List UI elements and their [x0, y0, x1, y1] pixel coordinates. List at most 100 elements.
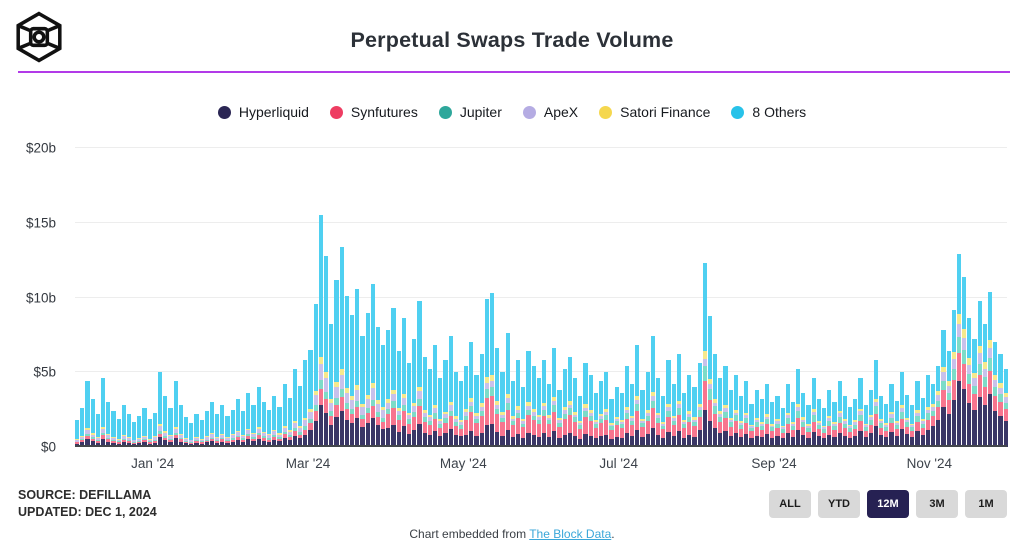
bar-stack[interactable]	[707, 148, 713, 447]
bar-stack[interactable]	[308, 148, 313, 447]
bar-stack[interactable]	[822, 148, 827, 447]
bar-stack[interactable]	[624, 148, 630, 447]
bar-stack[interactable]	[464, 148, 469, 447]
bar-stack[interactable]	[749, 148, 754, 447]
bar-stack[interactable]	[1003, 148, 1008, 447]
bar-stack[interactable]	[661, 148, 666, 447]
bar-stack[interactable]	[412, 148, 417, 447]
bar-stack[interactable]	[318, 148, 323, 447]
bar-stack[interactable]	[920, 148, 925, 447]
bar-stack[interactable]	[132, 148, 137, 447]
bar-stack[interactable]	[215, 148, 220, 447]
range-button-1m[interactable]: 1M	[965, 490, 1007, 518]
bar-stack[interactable]	[85, 148, 90, 447]
bar-stack[interactable]	[432, 148, 438, 447]
bar-stack[interactable]	[666, 148, 671, 447]
bar-stack[interactable]	[770, 148, 775, 447]
bar-stack[interactable]	[515, 148, 521, 447]
bar-stack[interactable]	[541, 148, 547, 447]
range-button-ytd[interactable]: YTD	[818, 490, 860, 518]
bar-stack[interactable]	[842, 148, 847, 447]
bar-stack[interactable]	[495, 148, 500, 447]
bar-stack[interactable]	[80, 148, 85, 447]
legend-item-jupiter[interactable]: Jupiter	[438, 104, 502, 120]
bar-stack[interactable]	[111, 148, 116, 447]
bar-stack[interactable]	[375, 148, 381, 447]
bar-stack[interactable]	[407, 148, 412, 447]
bar-stack[interactable]	[438, 148, 443, 447]
bar-stack[interactable]	[370, 148, 375, 447]
bar-stack[interactable]	[614, 148, 619, 447]
bar-stack[interactable]	[583, 148, 588, 447]
bar-stack[interactable]	[733, 148, 738, 447]
bar-stack[interactable]	[739, 148, 744, 447]
bar-stack[interactable]	[972, 148, 977, 447]
range-button-12m[interactable]: 12M	[867, 490, 909, 518]
bar-stack[interactable]	[759, 148, 764, 447]
bar-stack[interactable]	[126, 148, 132, 447]
bar-stack[interactable]	[474, 148, 479, 447]
bar-stack[interactable]	[806, 148, 811, 447]
bar-stack[interactable]	[780, 148, 785, 447]
bar-stack[interactable]	[183, 148, 189, 447]
bar-stack[interactable]	[562, 148, 567, 447]
bar-stack[interactable]	[687, 148, 692, 447]
range-button-all[interactable]: ALL	[769, 490, 811, 518]
bar-stack[interactable]	[671, 148, 676, 447]
bar-stack[interactable]	[178, 148, 183, 447]
bar-stack[interactable]	[547, 148, 552, 447]
bar-stack[interactable]	[936, 148, 941, 447]
bar-stack[interactable]	[676, 148, 681, 447]
bar-stack[interactable]	[401, 148, 406, 447]
bar-stack[interactable]	[90, 148, 95, 447]
bar-stack[interactable]	[448, 148, 453, 447]
bar-stack[interactable]	[645, 148, 650, 447]
bar-stack[interactable]	[500, 148, 505, 447]
bar-stack[interactable]	[894, 148, 899, 447]
bar-stack[interactable]	[899, 148, 904, 447]
bar-stack[interactable]	[728, 148, 733, 447]
bar-stack[interactable]	[521, 148, 526, 447]
bar-stack[interactable]	[349, 148, 355, 447]
bar-stack[interactable]	[147, 148, 152, 447]
bar-stack[interactable]	[298, 148, 303, 447]
bar-stack[interactable]	[75, 148, 80, 447]
bar-stack[interactable]	[567, 148, 572, 447]
bar-stack[interactable]	[313, 148, 318, 447]
bar-stack[interactable]	[505, 148, 510, 447]
bar-stack[interactable]	[863, 148, 868, 447]
bar-stack[interactable]	[261, 148, 266, 447]
bar-stack[interactable]	[879, 148, 884, 447]
legend-item-apex[interactable]: ApeX	[522, 104, 578, 120]
bar-stack[interactable]	[225, 148, 230, 447]
bar-stack[interactable]	[619, 148, 624, 447]
bar-stack[interactable]	[531, 148, 536, 447]
bar-stack[interactable]	[925, 148, 930, 447]
bar-stack[interactable]	[292, 148, 298, 447]
bar-stack[interactable]	[339, 148, 344, 447]
bar-stack[interactable]	[956, 148, 962, 447]
bar-stack[interactable]	[718, 148, 723, 447]
bar-stack[interactable]	[121, 148, 126, 447]
legend-item-hyperliquid[interactable]: Hyperliquid	[217, 104, 309, 120]
bar-stack[interactable]	[479, 148, 484, 447]
bar-stack[interactable]	[847, 148, 853, 447]
bar-stack[interactable]	[251, 148, 256, 447]
bar-stack[interactable]	[982, 148, 987, 447]
bar-stack[interactable]	[469, 148, 474, 447]
bar-stack[interactable]	[106, 148, 111, 447]
bar-stack[interactable]	[168, 148, 173, 447]
legend-item-synfutures[interactable]: Synfutures	[329, 104, 418, 120]
bar-stack[interactable]	[723, 148, 728, 447]
bar-stack[interactable]	[609, 148, 614, 447]
bar-stack[interactable]	[858, 148, 863, 447]
bar-stack[interactable]	[873, 148, 879, 447]
bar-stack[interactable]	[578, 148, 583, 447]
bar-stack[interactable]	[199, 148, 204, 447]
bar-stack[interactable]	[287, 148, 292, 447]
bar-stack[interactable]	[386, 148, 391, 447]
bar-stack[interactable]	[988, 148, 993, 447]
bar-stack[interactable]	[640, 148, 645, 447]
bar-stack[interactable]	[303, 148, 308, 447]
bar-stack[interactable]	[905, 148, 910, 447]
